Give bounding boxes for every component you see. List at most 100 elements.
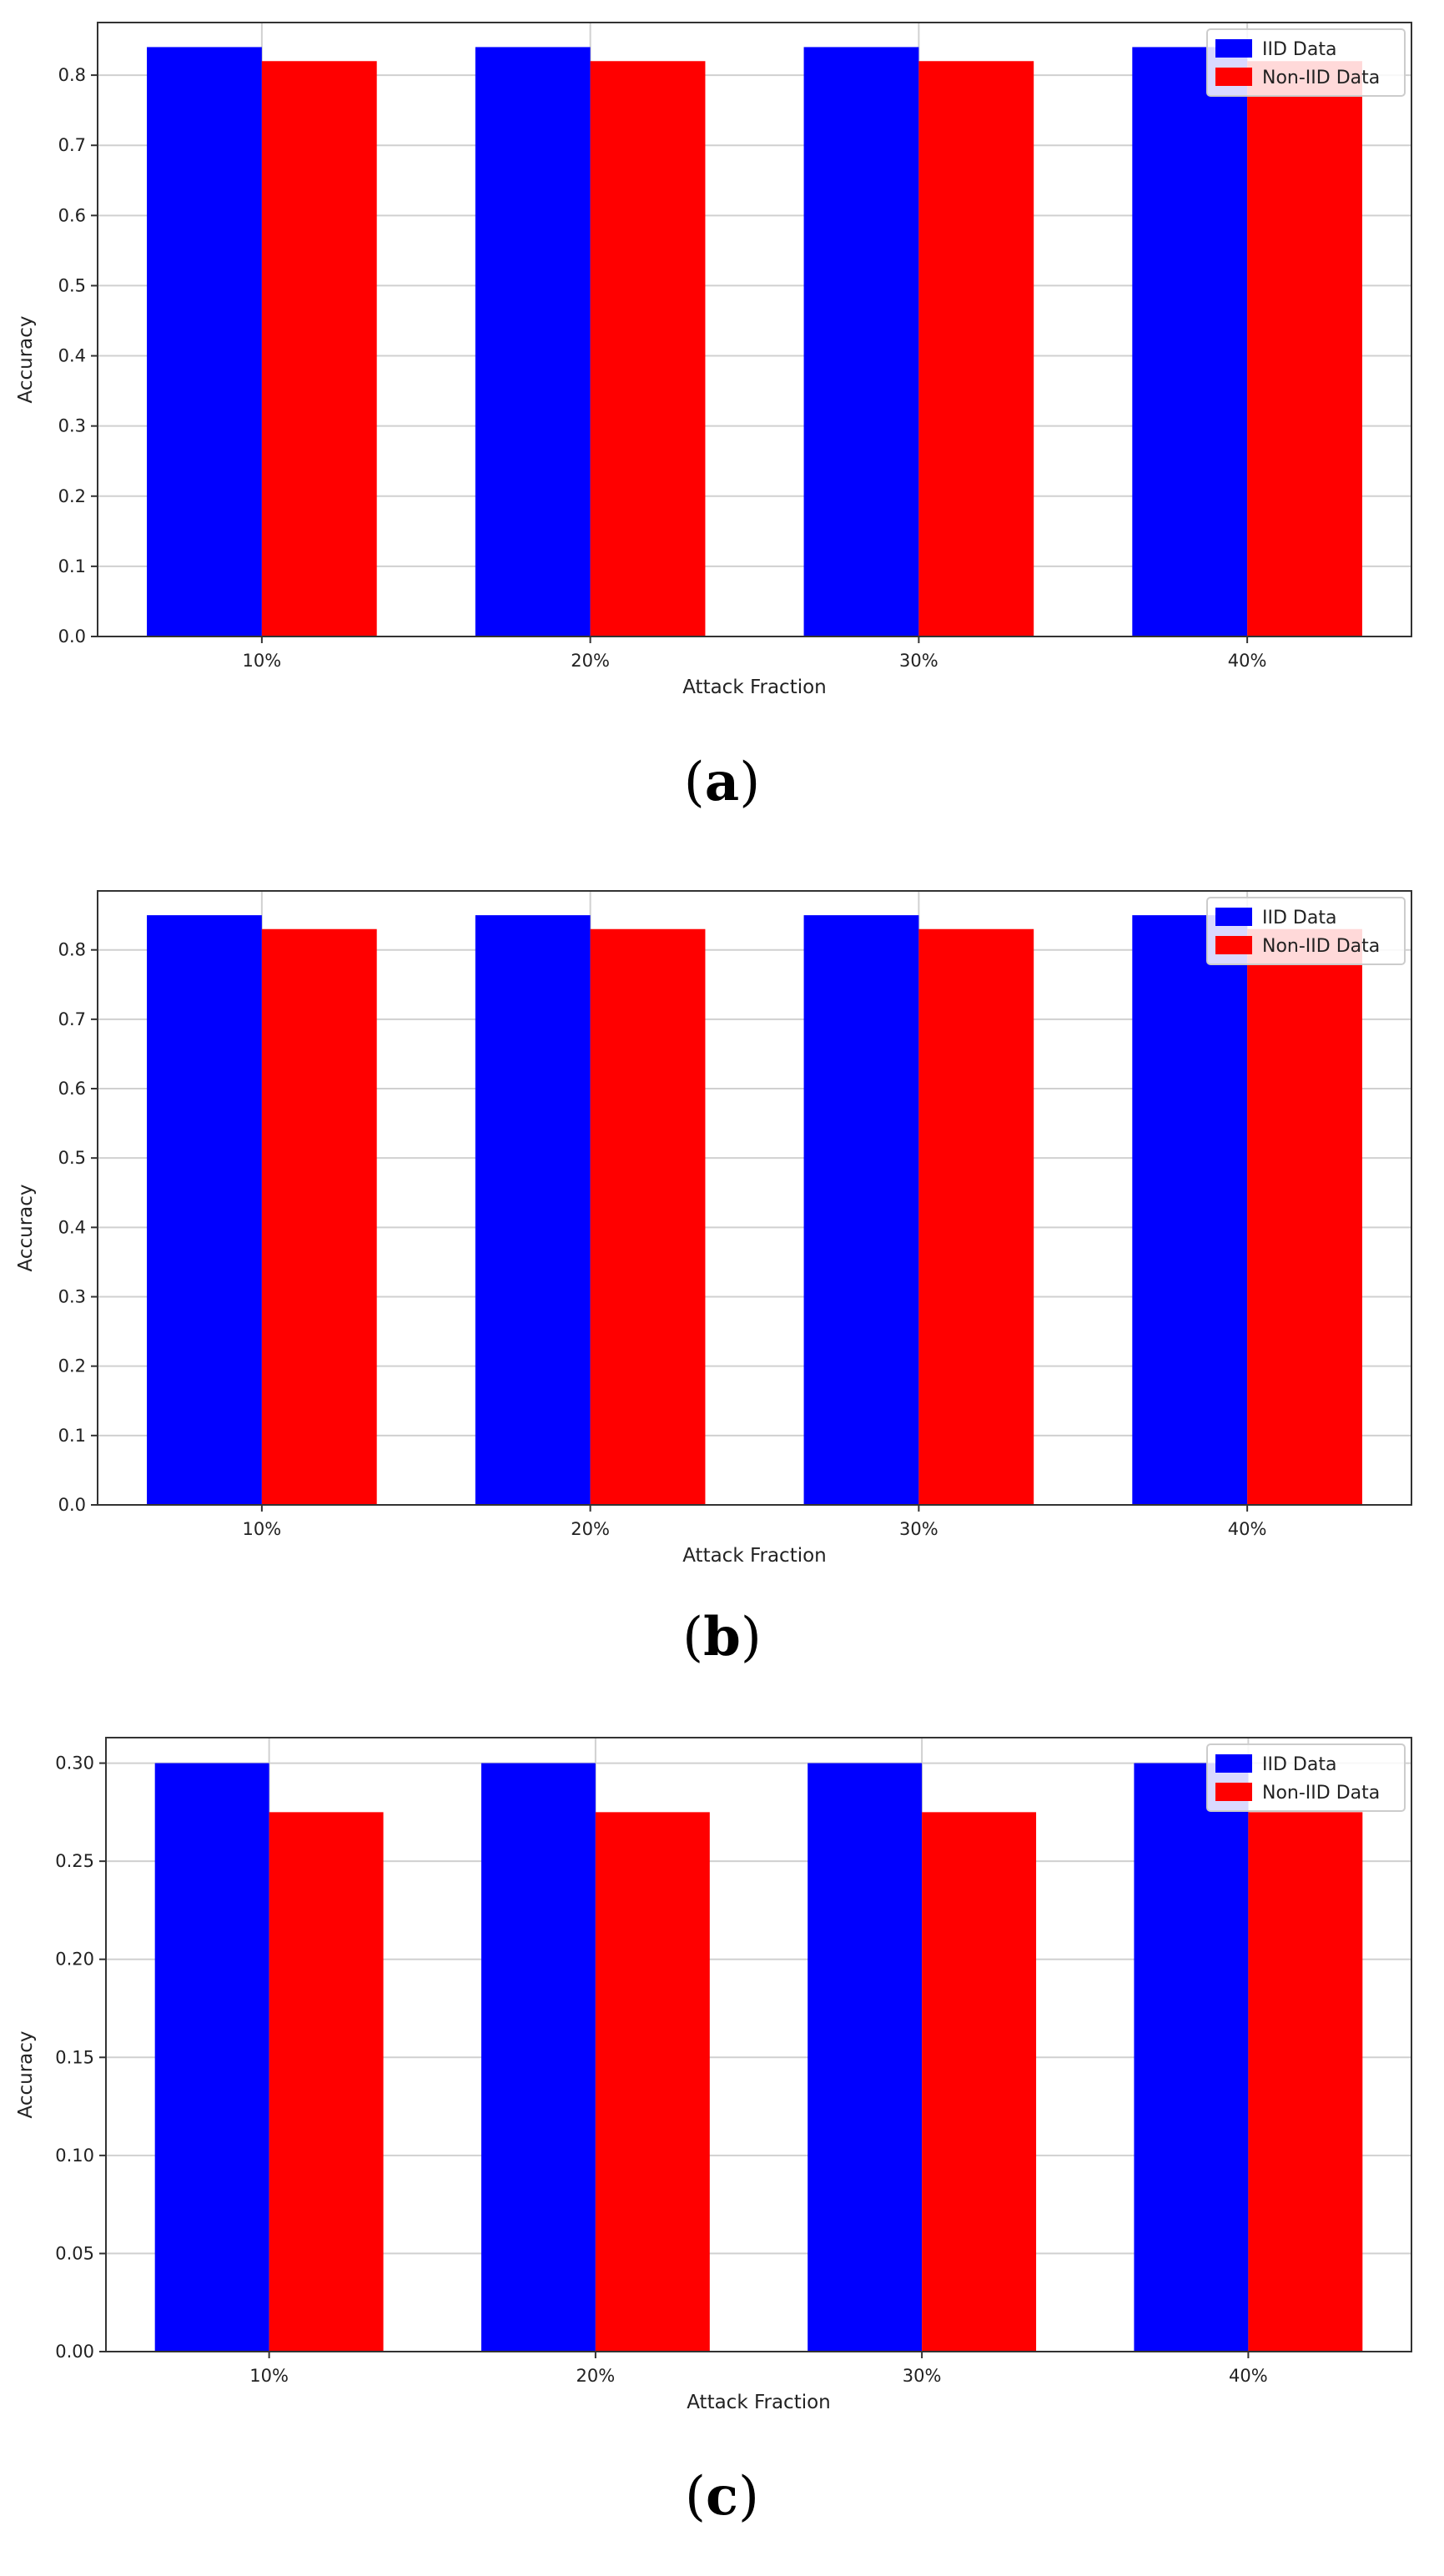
- chart-a-bar-noniid-0: [261, 61, 377, 636]
- chart-b-ytick-label-1: 0.1: [58, 1426, 86, 1446]
- chart-c-ytick-label-4: 0.20: [55, 1950, 94, 1970]
- chart-c-yticks: 0.00 0.05 0.10 0.15 0.20 0.25 0.30: [55, 1753, 106, 2362]
- chart-b-legend-label-noniid: Non-IID Data: [1262, 936, 1380, 957]
- chart-b-xtick-label-3: 40%: [1228, 1519, 1267, 1539]
- chart-b-bar-iid-0: [147, 915, 262, 1505]
- chart-a-xtick-label-3: 40%: [1228, 651, 1267, 671]
- chart-c-xlabel: Attack Fraction: [687, 2392, 831, 2413]
- chart-b-legend-label-iid: IID Data: [1262, 908, 1336, 928]
- caption-b: (b): [682, 1606, 762, 1668]
- chart-c-legend-swatch-noniid: [1215, 1783, 1252, 1801]
- chart-c-legend-swatch-iid: [1215, 1754, 1252, 1773]
- chart-b-ytick-label-7: 0.7: [58, 1009, 86, 1029]
- chart-a-legend-label-iid: IID Data: [1262, 39, 1336, 60]
- chart-c-bar-noniid-1: [595, 1812, 710, 2352]
- chart-a-yticks: 0.0 0.1 0.2 0.3 0.4 0.5 0.6 0.7 0.8: [58, 65, 98, 647]
- chart-b-legend: IID Data Non-IID Data: [1206, 897, 1406, 965]
- chart-a-bar-iid-0: [147, 47, 262, 636]
- chart-a-ytick-label-6: 0.6: [58, 205, 86, 225]
- chart-c-bar-noniid-2: [922, 1812, 1037, 2352]
- chart-b-xlabel: Attack Fraction: [682, 1545, 827, 1567]
- chart-b-bars: [147, 915, 1362, 1505]
- chart-a-ylabel: Accuracy: [15, 315, 37, 403]
- chart-b-yticks: 0.0 0.1 0.2 0.3 0.4 0.5 0.6 0.7 0.8: [58, 940, 98, 1515]
- chart-c-xtick-label-3: 40%: [1229, 2366, 1268, 2386]
- chart-a-bar-noniid-1: [590, 61, 706, 636]
- chart-c-frame: [105, 1737, 1412, 2352]
- chart-b-ytick-label-4: 0.4: [58, 1217, 86, 1237]
- chart-c-bar-iid-1: [480, 1763, 596, 2352]
- chart-a-bars: [147, 47, 1362, 636]
- chart-c-ytick-label-5: 0.25: [55, 1851, 94, 1871]
- chart-c-ytick-label-1: 0.05: [55, 2243, 94, 2263]
- chart-b-ytick-label-8: 0.8: [58, 940, 86, 960]
- chart-c-xtick-label-1: 20%: [576, 2366, 616, 2386]
- chart-a-legend: IID Data Non-IID Data: [1206, 28, 1406, 97]
- chart-a-ytick-label-4: 0.4: [58, 346, 86, 366]
- chart-a-xlabel: Attack Fraction: [682, 677, 827, 698]
- chart-b-legend-box: [1206, 897, 1406, 965]
- chart-a-legend-swatch-noniid: [1215, 68, 1252, 86]
- chart-b-legend-swatch-iid: [1215, 908, 1252, 926]
- chart-c-ytick-label-3: 0.15: [55, 2047, 94, 2067]
- chart-b-legend-swatch-noniid: [1215, 936, 1252, 954]
- chart-c-bar-iid-2: [808, 1763, 923, 2352]
- chart-c-ylabel: Accuracy: [15, 2030, 37, 2118]
- chart-b-ytick-label-5: 0.5: [58, 1148, 86, 1168]
- chart-c-bar-iid-3: [1134, 1763, 1249, 2352]
- chart-a-legend-box: [1206, 28, 1406, 97]
- chart-b-bar-iid-1: [475, 915, 591, 1505]
- chart-panel-b: 0.0 0.1 0.2 0.3 0.4 0.5 0.6 0.7 0.8 10% 20% 30% 40% A…: [0, 851, 1444, 1702]
- chart-a-xticks: 10% 20% 30% 40%: [243, 636, 1267, 671]
- chart-c-bar-noniid-3: [1248, 1812, 1363, 2352]
- chart-c-bars: [154, 1763, 1363, 2352]
- chart-b-ytick-label-6: 0.6: [58, 1079, 86, 1099]
- chart-b-xtick-label-0: 10%: [243, 1519, 282, 1539]
- chart-b-xtick-label-1: 20%: [571, 1519, 610, 1539]
- chart-b-xticks: 10% 20% 30% 40%: [243, 1505, 1267, 1539]
- chart-a-xtick-label-0: 10%: [243, 651, 282, 671]
- chart-c-bar-iid-0: [154, 1763, 269, 2352]
- caption-a-letter: a: [704, 751, 740, 813]
- chart-a-bar-iid-2: [803, 47, 919, 636]
- chart-c-legend-box: [1206, 1743, 1406, 1812]
- chart-c-legend-label-iid: IID Data: [1262, 1754, 1336, 1775]
- bar-chart-c: 0.00 0.05 0.10 0.15 0.20 0.25 0.30 10% 20% 30% 40%…: [15, 1737, 1412, 2413]
- chart-a-ytick-label-3: 0.3: [58, 416, 86, 436]
- chart-b-ylabel: Accuracy: [15, 1184, 37, 1271]
- chart-a-ytick-label-7: 0.7: [58, 135, 86, 155]
- chart-a-xtick-label-1: 20%: [571, 651, 610, 671]
- chart-b-xtick-label-2: 30%: [899, 1519, 938, 1539]
- chart-b-bar-iid-2: [803, 915, 919, 1505]
- chart-a-ytick-label-8: 0.8: [58, 65, 86, 85]
- chart-b-bar-iid-3: [1132, 915, 1248, 1505]
- chart-c-ytick-label-6: 0.30: [55, 1753, 94, 1774]
- chart-b-ytick-label-2: 0.2: [58, 1356, 86, 1376]
- chart-panel-c: 0.00 0.05 0.10 0.15 0.20 0.25 0.30 10% 20% 30% 40%…: [0, 1706, 1444, 2576]
- chart-b-bar-noniid-2: [918, 928, 1034, 1505]
- chart-b-bar-noniid-0: [261, 928, 377, 1505]
- chart-a-legend-label-noniid: Non-IID Data: [1262, 68, 1380, 88]
- chart-c-ytick-label-0: 0.00: [55, 2342, 94, 2362]
- bar-chart-a: 0.0 0.1 0.2 0.3 0.4 0.5 0.6 0.7 0.8 10% 20% 30% 40% A…: [15, 22, 1412, 698]
- chart-a-frame: [97, 22, 1412, 637]
- caption-a: (a): [683, 751, 761, 813]
- chart-c-ytick-label-2: 0.10: [55, 2146, 94, 2166]
- chart-a-bar-noniid-2: [918, 61, 1034, 636]
- chart-a-bar-iid-1: [475, 47, 591, 636]
- caption-c: (c): [685, 2465, 759, 2528]
- chart-c-xtick-label-0: 10%: [249, 2366, 289, 2386]
- chart-a-legend-swatch-iid: [1215, 39, 1252, 58]
- chart-c-bar-noniid-0: [269, 1812, 384, 2352]
- chart-c-xtick-label-2: 30%: [903, 2366, 942, 2386]
- chart-a-ytick-label-2: 0.2: [58, 486, 86, 506]
- chart-b-ytick-label-3: 0.3: [58, 1287, 86, 1307]
- chart-c-legend: IID Data Non-IID Data: [1206, 1743, 1406, 1812]
- chart-b-bar-noniid-3: [1247, 928, 1362, 1505]
- chart-b-frame: [97, 890, 1412, 1506]
- chart-a-bar-noniid-3: [1247, 61, 1362, 636]
- chart-a-ytick-label-1: 0.1: [58, 556, 86, 576]
- chart-a-ytick-label-5: 0.5: [58, 275, 86, 295]
- chart-panel-a: 0.0 0.1 0.2 0.3 0.4 0.5 0.6 0.7 0.8 10% 20% 30% 40% A…: [0, 0, 1444, 834]
- chart-a-ytick-label-0: 0.0: [58, 626, 86, 647]
